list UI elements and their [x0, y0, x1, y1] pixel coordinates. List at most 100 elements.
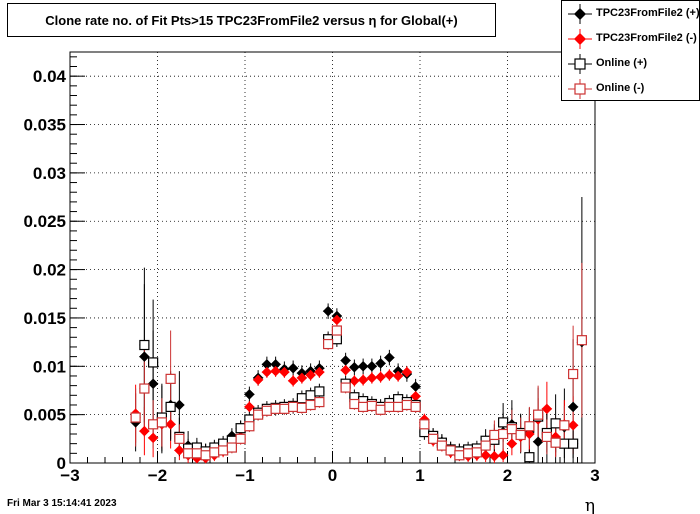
data-point-square — [139, 383, 150, 394]
data-point-square — [270, 403, 281, 414]
legend-marker-diamond-red-icon — [568, 29, 592, 49]
data-point-square — [401, 399, 412, 411]
data-point-square — [235, 433, 246, 444]
data-point-square — [568, 438, 579, 449]
data-point-square — [533, 409, 544, 420]
datestamp: Fri Mar 3 15:14:41 2023 — [7, 498, 117, 509]
data-point-square — [463, 448, 474, 459]
data-point-square — [349, 398, 360, 410]
data-point-square — [524, 421, 535, 432]
data-point-diamond — [541, 403, 553, 415]
data-point-diamond — [279, 366, 290, 378]
data-point-square — [454, 450, 465, 461]
data-point-square — [498, 428, 509, 440]
y-tick-label: 0.025 — [23, 212, 66, 231]
data-point-square — [559, 438, 570, 449]
legend-label: TPC23FromFile2 (-) — [596, 32, 697, 44]
grid-lines — [70, 52, 595, 463]
data-point-square — [296, 393, 307, 404]
chart-title: Clone rate no. of Fit Pts>15 TPC23FromFi… — [7, 3, 496, 37]
data-point-square — [375, 404, 386, 415]
data-point-square — [419, 419, 430, 430]
data-point-square — [410, 401, 421, 413]
legend-label: Online (+) — [596, 57, 648, 69]
data-point-diamond — [322, 305, 334, 317]
data-point-diamond — [349, 361, 360, 373]
data-point-square — [200, 450, 211, 461]
error-bars — [130, 197, 587, 463]
data-point-square — [480, 440, 491, 451]
data-point-square — [559, 420, 570, 431]
data-point-diamond — [567, 401, 579, 413]
data-point-square — [314, 386, 325, 397]
data-point-square — [541, 431, 552, 442]
data-point-square — [139, 339, 150, 351]
data-point-square — [506, 424, 517, 435]
data-point-square — [471, 447, 482, 458]
data-point-square — [568, 368, 579, 380]
data-point-square — [576, 335, 587, 346]
data-point-square — [358, 401, 369, 413]
data-point-diamond — [384, 352, 395, 363]
data-point-diamond — [567, 419, 579, 431]
data-point-diamond — [270, 365, 281, 377]
data-point-square — [524, 452, 535, 463]
data-point-diamond — [375, 371, 386, 383]
legend-label: TPC23FromFile2 (+) — [596, 7, 700, 19]
data-point-square — [366, 400, 377, 412]
data-point-diamond — [489, 450, 500, 462]
data-point-diamond — [340, 364, 351, 376]
data-point-square — [323, 338, 334, 350]
data-point-diamond — [174, 399, 185, 411]
data-point-diamond — [287, 375, 299, 387]
data-point-square — [165, 401, 176, 413]
data-point-square — [279, 403, 290, 414]
data-point-diamond — [340, 355, 351, 366]
data-point-diamond — [366, 360, 378, 372]
data-point-square — [384, 401, 395, 413]
data-point-square — [130, 412, 141, 423]
data-point-diamond — [349, 375, 360, 387]
legend-marker-square-red-icon — [568, 79, 592, 99]
data-point-diamond — [244, 388, 255, 400]
data-point-square — [445, 445, 456, 456]
y-tick-label: 0.005 — [23, 406, 66, 425]
data-point-diamond — [252, 374, 264, 386]
data-point-square — [305, 390, 316, 401]
data-point-square — [305, 399, 316, 411]
data-point-square — [314, 396, 325, 408]
data-point-square — [331, 334, 342, 345]
data-point-diamond — [147, 432, 159, 444]
data-point-square — [550, 437, 561, 448]
data-point-diamond — [287, 362, 299, 374]
data-point-diamond — [147, 378, 159, 390]
data-point-square — [340, 382, 351, 393]
data-point-square — [428, 433, 439, 444]
y-tick-label: 0.01 — [33, 357, 66, 376]
data-point-diamond — [480, 449, 491, 461]
data-point-diamond — [532, 436, 544, 448]
data-point-diamond — [357, 360, 369, 372]
data-point-diamond — [357, 374, 369, 386]
data-point-square — [288, 401, 299, 413]
data-point-square — [550, 418, 561, 429]
x-axis-label: η — [585, 496, 595, 514]
data-point-diamond — [331, 314, 343, 326]
x-tick-label: −1 — [235, 466, 254, 485]
y-tick-label: 0.015 — [23, 309, 66, 328]
x-tick-label: −2 — [148, 466, 167, 485]
data-point-diamond — [261, 366, 273, 378]
data-point-diamond — [506, 438, 518, 450]
data-point-diamond — [410, 390, 421, 402]
data-point-diamond — [139, 425, 150, 437]
x-tick-label: 2 — [503, 466, 512, 485]
y-tick-label: 0 — [57, 454, 66, 473]
data-point-square — [515, 429, 526, 441]
plot-frame — [69, 51, 596, 464]
data-point-diamond — [366, 372, 378, 384]
data-point-diamond — [314, 366, 325, 378]
y-tick-label: 0.035 — [23, 116, 66, 135]
data-point-diamond — [139, 351, 150, 362]
data-point-diamond — [296, 372, 308, 384]
